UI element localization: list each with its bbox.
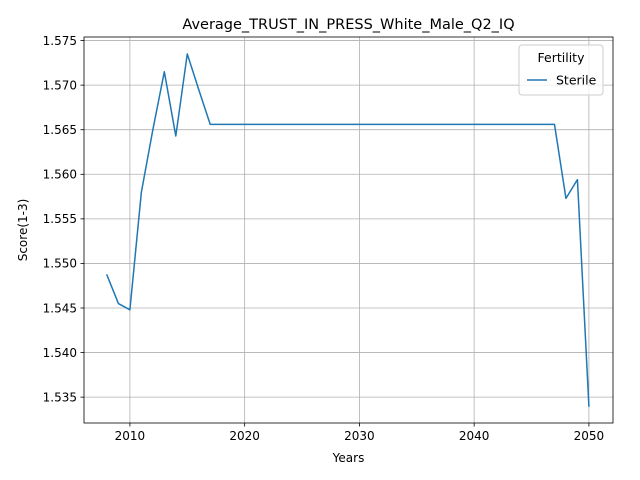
y-tick-label: 1.560 <box>43 168 77 182</box>
legend-label-sterile: Sterile <box>556 73 597 88</box>
x-axis-ticks: 2010 2020 2030 2040 2050 <box>115 423 605 443</box>
y-tick-label: 1.570 <box>43 78 77 92</box>
y-tick-label: 1.565 <box>43 123 77 137</box>
series-layer <box>105 53 590 407</box>
y-tick-label: 1.575 <box>43 34 77 48</box>
x-tick-label: 2020 <box>229 429 260 443</box>
chart-title: Average_TRUST_IN_PRESS_White_Male_Q2_IQ <box>182 17 514 33</box>
y-axis-title: Score(1-3) <box>16 199 30 262</box>
legend: Fertility Sterile <box>518 44 604 96</box>
legend-title: Fertility <box>538 50 586 65</box>
y-tick-label: 1.555 <box>43 212 77 226</box>
x-tick-label: 2040 <box>459 429 490 443</box>
grid <box>84 37 613 423</box>
y-tick-label: 1.540 <box>43 346 77 360</box>
x-tick-label: 2050 <box>574 429 605 443</box>
y-axis-ticks: 1.535 1.540 1.545 1.550 1.555 1.560 1.565 1.570… <box>43 34 84 404</box>
plot-frame <box>83 36 614 424</box>
legend-box <box>518 44 604 96</box>
x-tick-label: 2010 <box>115 429 146 443</box>
series-line-sterile <box>105 53 590 407</box>
x-tick-label: 2030 <box>344 429 375 443</box>
x-axis-title: Years <box>332 451 365 465</box>
y-tick-label: 1.550 <box>43 257 77 271</box>
y-tick-label: 1.545 <box>43 301 77 315</box>
y-tick-label: 1.535 <box>43 390 77 404</box>
